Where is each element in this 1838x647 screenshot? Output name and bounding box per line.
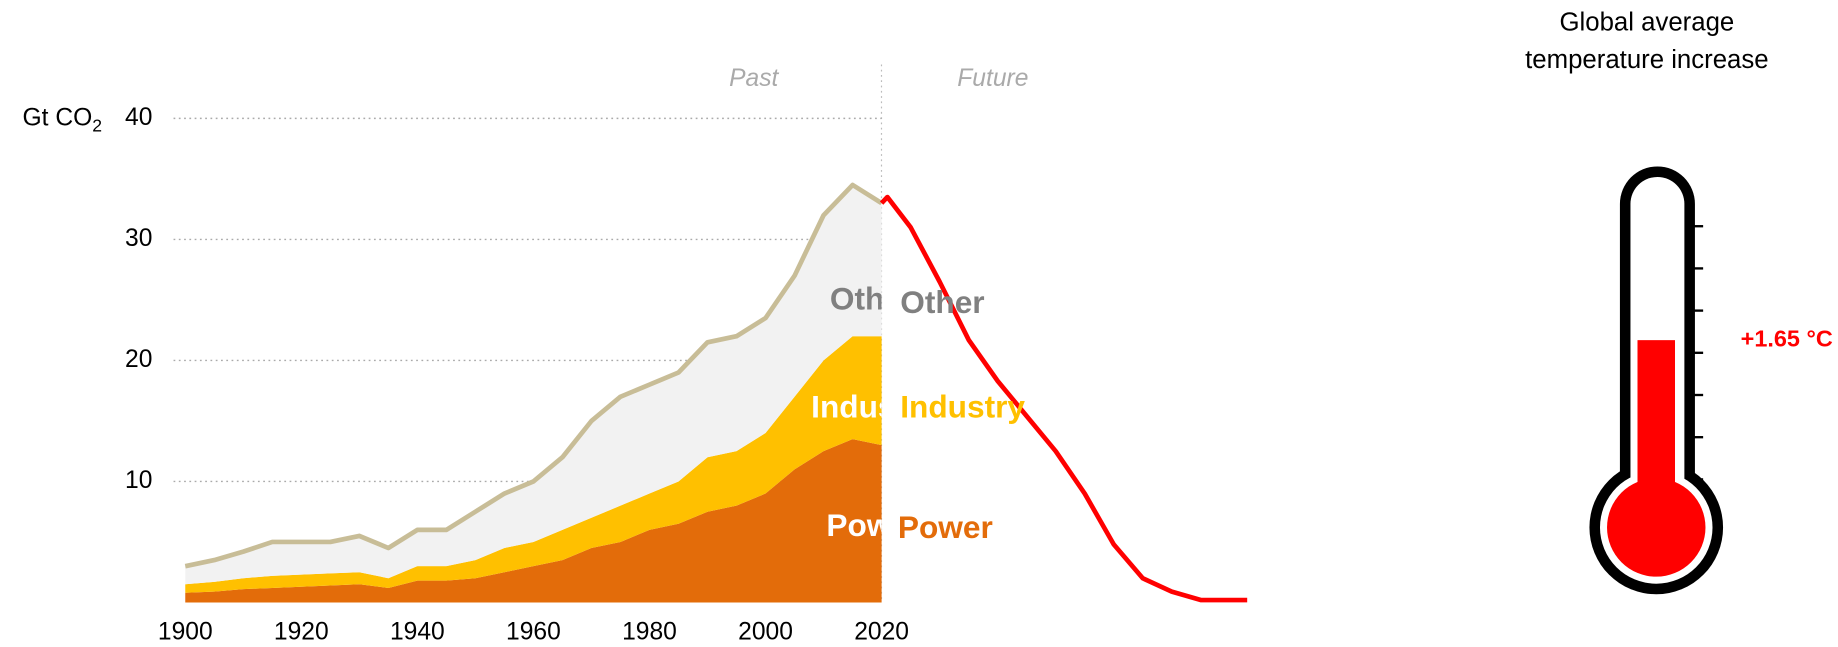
y-tick-label: 30 [125, 225, 152, 252]
thermo-value: +1.65 °C [1741, 325, 1833, 351]
y-tick-label: 40 [125, 104, 152, 131]
area [185, 439, 882, 603]
x-tick-label: 1940 [390, 618, 445, 645]
area [185, 184, 882, 585]
thermo-title: Global average [1559, 8, 1734, 36]
y-tick-label: 10 [125, 467, 152, 494]
series-label: Industry [811, 388, 936, 424]
x-tick-label: 1960 [506, 618, 561, 645]
annotation: Future [957, 65, 1028, 92]
thermo-level [1637, 340, 1676, 528]
x-tick-label: 1980 [622, 618, 677, 645]
future-line [879, 194, 1248, 603]
future-label: Power [898, 509, 993, 545]
future-label: Other [900, 284, 984, 320]
x-tick-label: 2000 [738, 618, 793, 645]
y-tick-label: 20 [125, 346, 152, 373]
series-label: Other [830, 281, 914, 317]
series-label: Power [826, 507, 921, 543]
future-label: Industry [900, 388, 1025, 424]
annotation: Past [729, 65, 779, 92]
x-tick-label: 1920 [274, 618, 329, 645]
total-line [184, 182, 883, 569]
y-axis-label: Gt CO2 [23, 104, 103, 135]
thermo-title: temperature increase [1525, 46, 1768, 74]
x-tick-label: 2020 [854, 618, 909, 645]
past-labels: Power Industry Other [811, 281, 936, 543]
x-tick-label: 1900 [158, 618, 213, 645]
area [185, 336, 882, 593]
